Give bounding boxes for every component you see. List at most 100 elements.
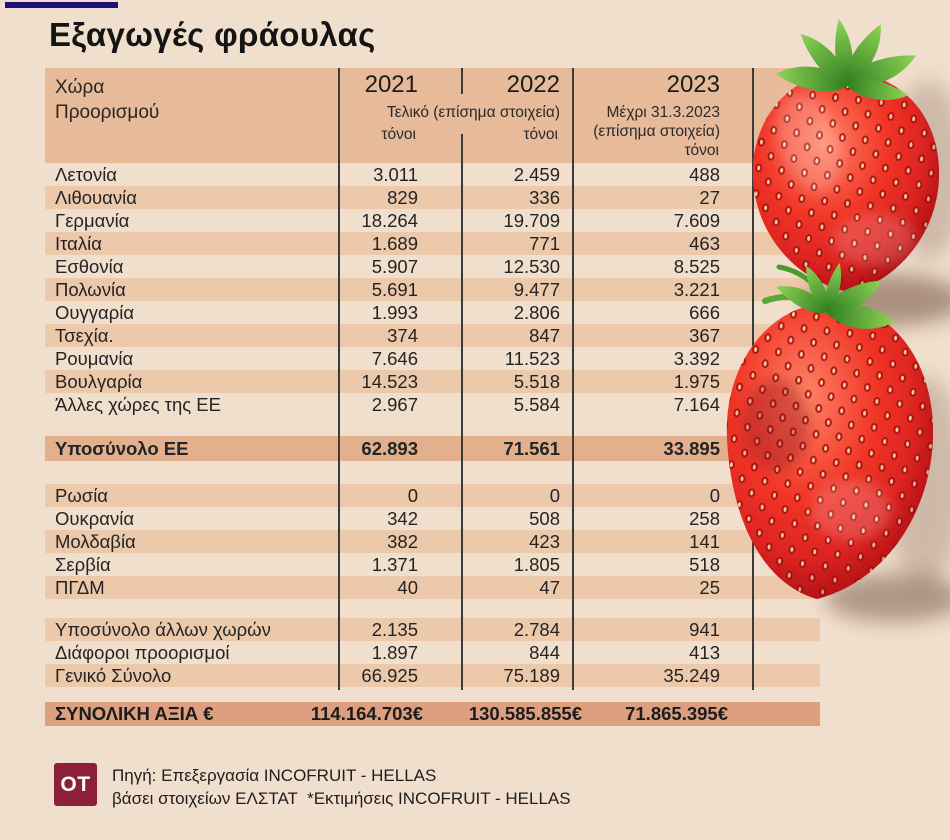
value-2022-cell: 75.189 bbox=[503, 665, 560, 686]
table-row: Λιθουανία 829 336 27 bbox=[45, 186, 820, 209]
value-2023-cell: 7.609 bbox=[673, 210, 720, 231]
table-row: Ουγγαρία 1.993 2.806 666 bbox=[45, 301, 820, 324]
country-cell: Σερβία bbox=[55, 554, 111, 575]
spacer-cell bbox=[752, 664, 820, 687]
total-value-2023: 71.865.395€ bbox=[625, 703, 728, 724]
value-2021-cell: 40 bbox=[397, 577, 418, 598]
country-cell: Γενικό Σύνολο bbox=[55, 665, 172, 686]
header-country-label: Χώρα Προορισμού bbox=[55, 77, 160, 123]
country-cell: Γερμανία bbox=[55, 210, 130, 231]
footer: OT Πηγή: Επεξεργασία INCOFRUIT - HELLAS … bbox=[54, 760, 571, 810]
spacer-cell bbox=[752, 186, 820, 209]
spacer-cell bbox=[752, 393, 820, 416]
country-cell: Υποσύνολο άλλων χωρών bbox=[55, 619, 271, 640]
table-row: Σερβία 1.371 1.805 518 bbox=[45, 553, 820, 576]
total-value-row: ΣΥΝΟΛΙΚΗ ΑΞΙΑ € 114.164.703€ 130.585.855… bbox=[45, 702, 820, 726]
table-row: Μολδαβία 382 423 141 bbox=[45, 530, 820, 553]
value-2021-cell: 66.925 bbox=[361, 665, 418, 686]
spacer-cell bbox=[752, 576, 820, 599]
value-2022-cell: 2.784 bbox=[513, 619, 560, 640]
spacer-cell bbox=[752, 370, 820, 393]
spacer-cell bbox=[752, 641, 820, 664]
value-2023-cell: 518 bbox=[689, 554, 720, 575]
header-year-2022: 2022 bbox=[506, 71, 560, 98]
strawberry-shadows bbox=[806, 80, 950, 622]
country-cell: Μολδαβία bbox=[55, 531, 136, 552]
subtotal-eu-row: Υποσύνολο ΕΕ 62.893 71.561 33.895 bbox=[45, 436, 820, 461]
value-2022-cell: 508 bbox=[529, 508, 560, 529]
value-2021-cell: 2.135 bbox=[371, 619, 418, 640]
row-gap bbox=[45, 461, 820, 484]
value-2022-cell: 47 bbox=[539, 577, 560, 598]
header-until-date-label: Μέχρι 31.3.2023 bbox=[606, 104, 720, 121]
value-2023-cell: 1.975 bbox=[673, 371, 720, 392]
value-2021-cell: 62.893 bbox=[361, 438, 418, 459]
spacer-cell bbox=[752, 301, 820, 324]
country-cell: Άλλες χώρες της ΕΕ bbox=[55, 394, 221, 415]
spacer-cell bbox=[752, 553, 820, 576]
value-2023-cell: 7.164 bbox=[673, 394, 720, 415]
value-2023-cell: 666 bbox=[689, 302, 720, 323]
country-cell: Λιθουανία bbox=[55, 187, 137, 208]
source-line-2: βάσει στοιχείων ΕΛΣΤΑΤ *Εκτιμήσεις INCOF… bbox=[112, 789, 571, 808]
value-2022-cell: 2.806 bbox=[513, 302, 560, 323]
value-2023-cell: 3.221 bbox=[673, 279, 720, 300]
table-row: Πολωνία 5.691 9.477 3.221 bbox=[45, 278, 820, 301]
value-2021-cell: 1.371 bbox=[371, 554, 418, 575]
spacer-cell bbox=[752, 163, 820, 186]
country-cell: Λετονία bbox=[55, 164, 117, 185]
table-row: Ουκρανία 342 508 258 bbox=[45, 507, 820, 530]
column-divider bbox=[572, 68, 574, 690]
value-2022-cell: 71.561 bbox=[503, 438, 560, 459]
table-row: Διάφοροι προορισμοί 1.897 844 413 bbox=[45, 641, 820, 664]
page-title: Εξαγωγές φράουλας bbox=[49, 16, 376, 53]
spacer-cell bbox=[752, 507, 820, 530]
value-2022-cell: 5.518 bbox=[513, 371, 560, 392]
value-2022-cell: 12.530 bbox=[503, 256, 560, 277]
country-cell: Ρωσία bbox=[55, 485, 109, 506]
value-2021-cell: 5.691 bbox=[371, 279, 418, 300]
value-2023-cell: 488 bbox=[689, 164, 720, 185]
header-tonnes-2022: τόνοι bbox=[523, 126, 558, 143]
value-2021-cell: 382 bbox=[387, 531, 418, 552]
spacer-cell bbox=[752, 324, 820, 347]
country-cell: Ρουμανία bbox=[55, 348, 134, 369]
value-2021-cell: 5.907 bbox=[371, 256, 418, 277]
value-2023-cell: 0 bbox=[709, 485, 720, 506]
country-cell: Τσεχία. bbox=[55, 325, 114, 346]
spacer-cell bbox=[752, 484, 820, 507]
country-cell: ΠΓΔΜ bbox=[55, 577, 105, 598]
country-cell: Διάφοροι προορισμοί bbox=[55, 642, 230, 663]
total-value-2021: 114.164.703€ bbox=[310, 703, 423, 724]
subtotal-other-row: Υποσύνολο άλλων χωρών 2.135 2.784 941 bbox=[45, 618, 820, 641]
value-2023-cell: 35.249 bbox=[663, 665, 720, 686]
value-2021-cell: 1.993 bbox=[371, 302, 418, 323]
spacer-cell bbox=[752, 255, 820, 278]
header-official-label: (επίσημα στοιχεία) bbox=[593, 123, 720, 140]
table-row: Γερμανία 18.264 19.709 7.609 bbox=[45, 209, 820, 232]
country-cell: Υποσύνολο ΕΕ bbox=[55, 438, 189, 459]
country-cell: Ουγγαρία bbox=[55, 302, 135, 323]
table-row: Άλλες χώρες της ΕΕ 2.967 5.584 7.164 bbox=[45, 393, 820, 416]
total-value-label: ΣΥΝΟΛΙΚΗ ΑΞΙΑ € bbox=[55, 703, 214, 724]
value-2022-cell: 336 bbox=[529, 187, 560, 208]
table-row: Βουλγαρία 14.523 5.518 1.975 bbox=[45, 370, 820, 393]
value-2023-cell: 258 bbox=[689, 508, 720, 529]
value-2023-cell: 8.525 bbox=[673, 256, 720, 277]
table-row: Τσεχία. 374 847 367 bbox=[45, 324, 820, 347]
spacer-cell bbox=[752, 232, 820, 255]
spacer-cell bbox=[752, 530, 820, 553]
value-2023-cell: 413 bbox=[689, 642, 720, 663]
value-2021-cell: 18.264 bbox=[361, 210, 418, 231]
spacer-cell bbox=[752, 278, 820, 301]
country-cell: Βουλγαρία bbox=[55, 371, 143, 392]
table-body: Λετονία 3.011 2.459 488 Λιθουανία 829 336 27 Γ… bbox=[45, 163, 820, 687]
row-gap bbox=[45, 416, 820, 436]
value-2023-cell: 141 bbox=[689, 531, 720, 552]
value-2022-cell: 9.477 bbox=[513, 279, 560, 300]
value-2021-cell: 829 bbox=[387, 187, 418, 208]
value-2022-cell: 1.805 bbox=[513, 554, 560, 575]
value-2021-cell: 342 bbox=[387, 508, 418, 529]
table-row: Ιταλία 1.689 771 463 bbox=[45, 232, 820, 255]
